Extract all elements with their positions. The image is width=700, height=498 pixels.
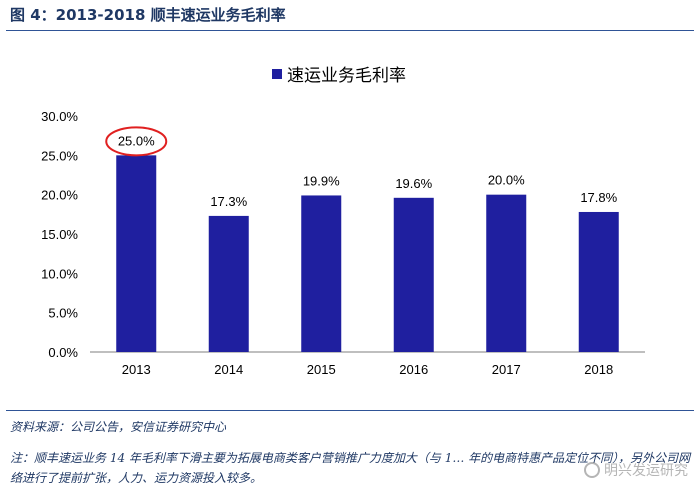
bar-chart: 速运业务毛利率 0.0% 5.0% 10.0% 15.0% 20.0% 25.0% 30.0… — [41, 66, 645, 377]
bar-2015 — [301, 195, 342, 352]
bars: 25.0% 2013 17.3% 2014 19.9% 2015 19.6% 2016 20.0… — [105, 126, 619, 377]
watermark-text: 明兴发运研究 — [604, 463, 688, 479]
y-tick-label: 5.0% — [48, 306, 78, 321]
watermark: 明兴发运研究 — [584, 460, 688, 480]
top-rule — [6, 30, 694, 31]
bar-2017 — [486, 194, 527, 352]
y-tick-label: 10.0% — [41, 266, 78, 281]
bar-2018 — [578, 211, 619, 352]
x-tick-label-2014: 2014 — [214, 362, 243, 377]
y-tick-label: 20.0% — [41, 188, 78, 203]
source-text: 资料来源：公司公告，安信证券研究中心 — [10, 420, 227, 434]
bottom-rule — [6, 410, 694, 411]
highlight-circle — [105, 126, 168, 157]
data-label-2014: 17.3% — [210, 194, 247, 209]
watermark-logo-icon — [584, 462, 600, 478]
data-label-2015: 19.9% — [303, 173, 340, 188]
x-tick-label-2016: 2016 — [399, 362, 428, 377]
x-tick-label-2018: 2018 — [584, 362, 613, 377]
bar-2016 — [393, 197, 434, 352]
note-text: 注：顺丰速运业务 14 年毛利率下滑主要为拓展电商类客户营销推广力度加大（与 1… — [10, 451, 691, 485]
data-label-2013: 25.0% — [118, 133, 155, 148]
bar-2013 — [116, 155, 157, 352]
y-tick-label: 25.0% — [41, 148, 78, 163]
y-axis: 0.0% 5.0% 10.0% 15.0% 20.0% 25.0% 30.0% — [41, 109, 78, 360]
y-tick-label: 30.0% — [41, 109, 78, 124]
legend-label: 速运业务毛利率 — [287, 66, 406, 85]
legend: 速运业务毛利率 — [272, 66, 406, 85]
figure-title: 图 4：2013-2018 顺丰速运业务毛利率 — [10, 6, 286, 24]
data-label-2018: 17.8% — [580, 190, 617, 205]
y-tick-label: 15.0% — [41, 227, 78, 242]
data-label-2016: 19.6% — [395, 176, 432, 191]
bar-2014 — [208, 215, 249, 352]
y-tick-label: 0.0% — [48, 345, 78, 360]
data-label-2017: 20.0% — [488, 173, 525, 188]
x-tick-label-2017: 2017 — [492, 362, 521, 377]
legend-swatch — [272, 69, 282, 79]
x-tick-label-2015: 2015 — [307, 362, 336, 377]
x-tick-label-2013: 2013 — [122, 362, 151, 377]
